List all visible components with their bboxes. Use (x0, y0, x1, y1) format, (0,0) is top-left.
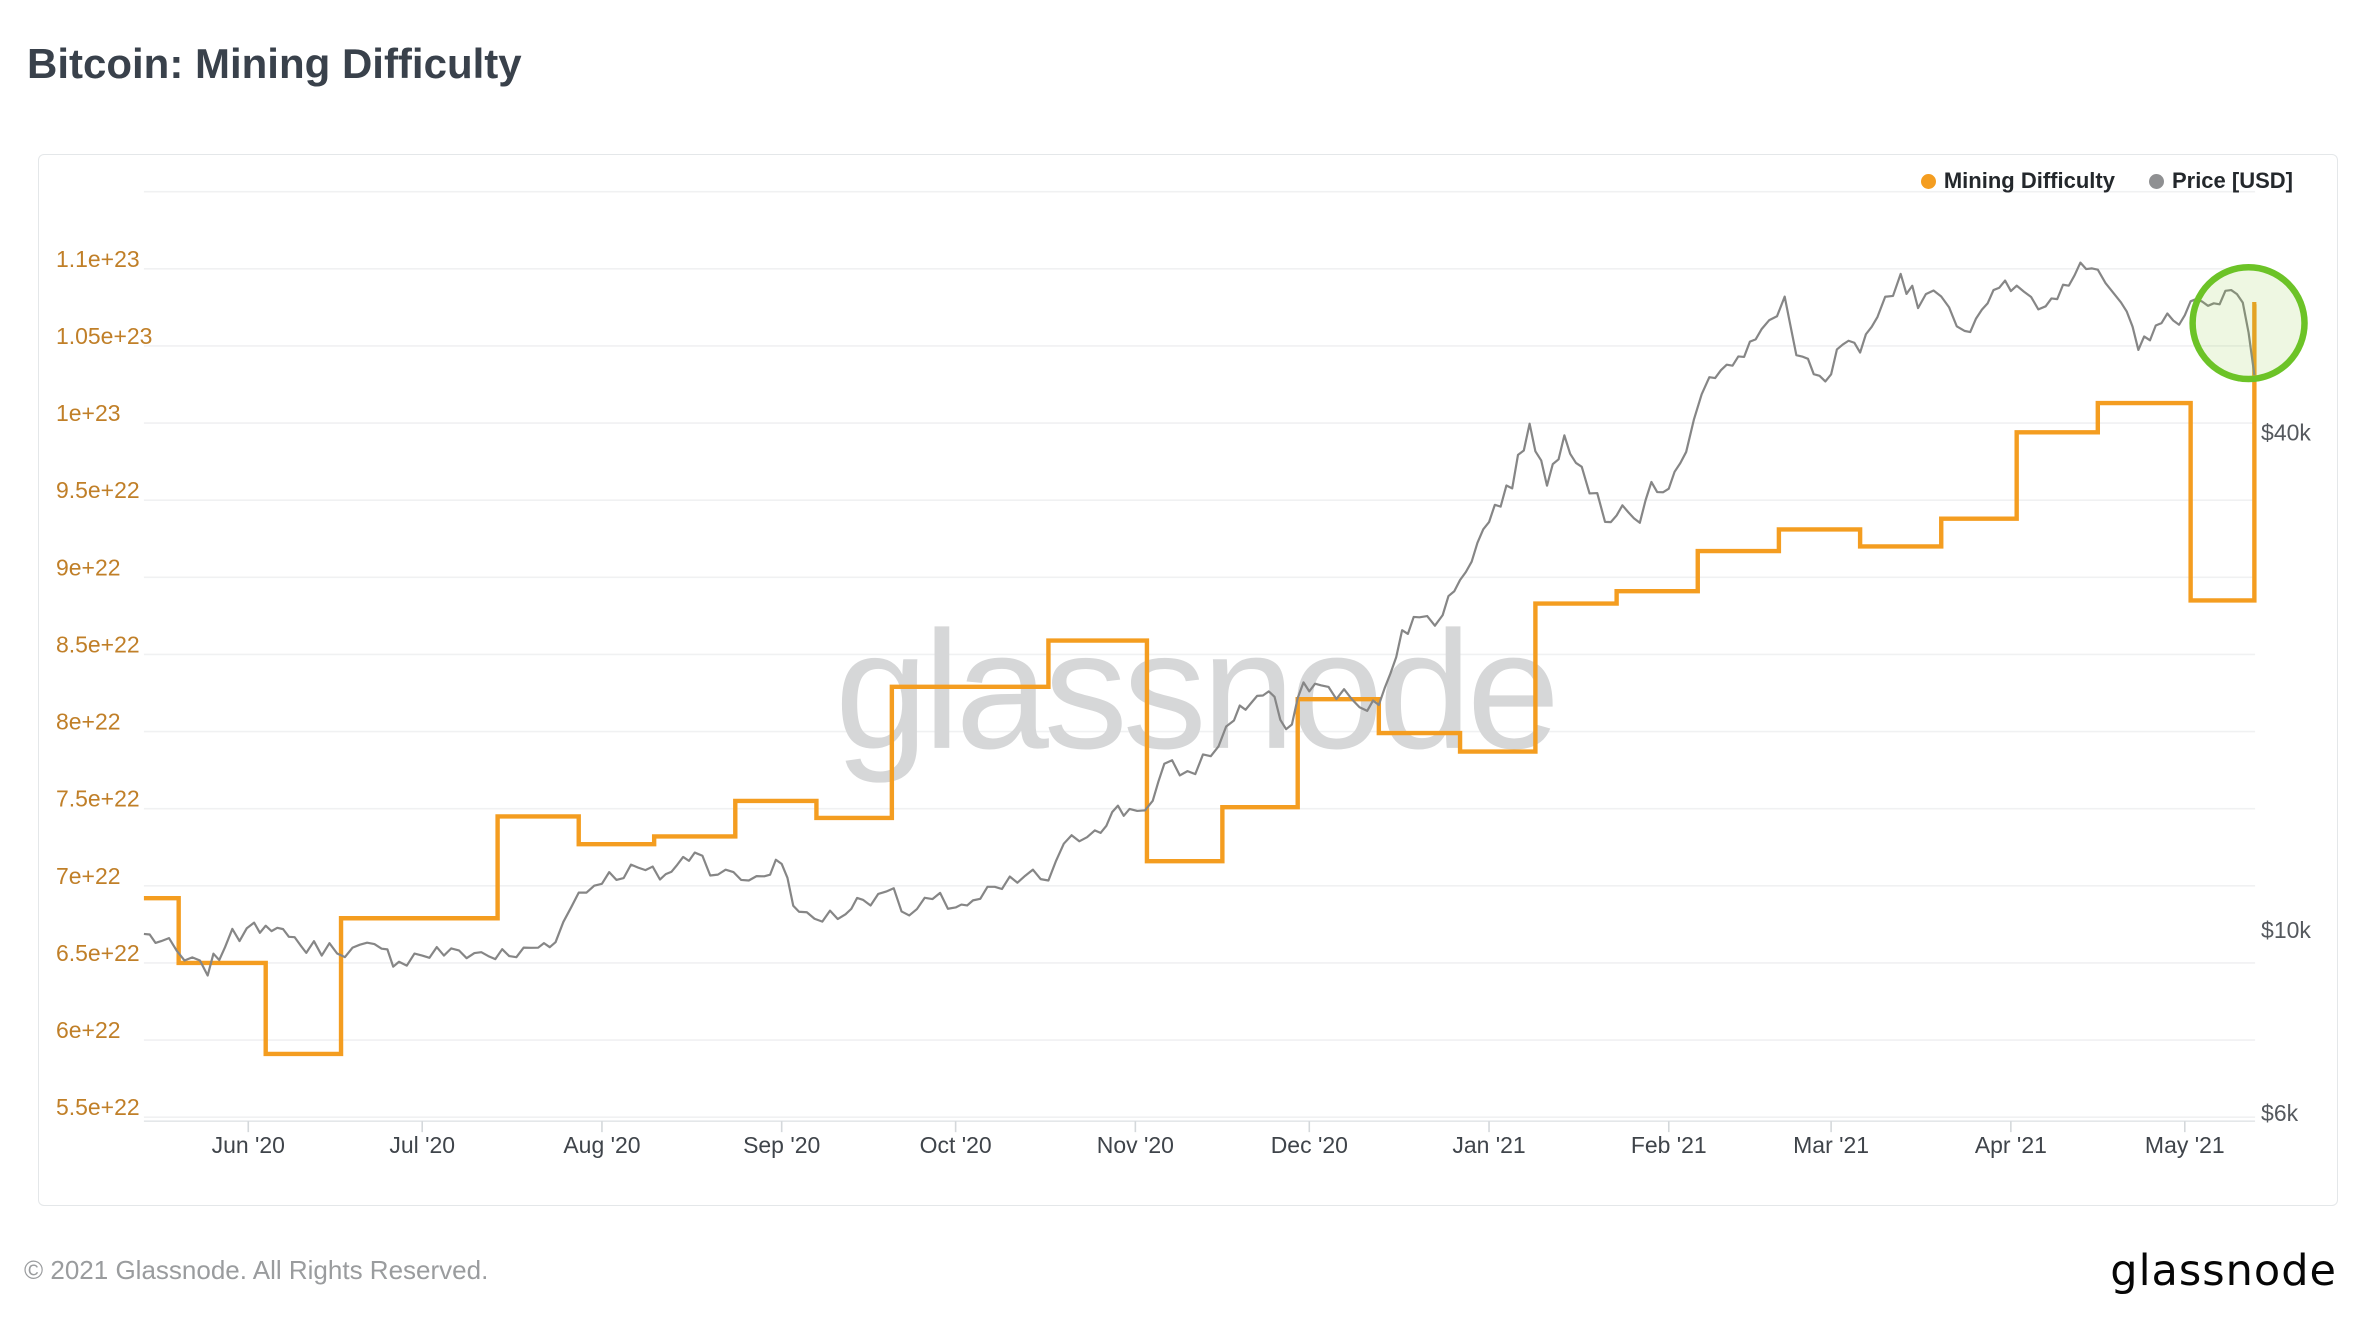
chart-canvas[interactable]: glassnode 5.5e+22 6e+22 6.5e+22 7e+22 7.5e+22… (39, 155, 2337, 1205)
svg-text:8.5e+22: 8.5e+22 (56, 631, 140, 657)
gridlines (143, 190, 2256, 1118)
x-axis (143, 1120, 2256, 1133)
svg-text:7.5e+22: 7.5e+22 (56, 786, 140, 812)
svg-text:Feb '21: Feb '21 (1631, 1132, 1707, 1158)
svg-text:1.1e+23: 1.1e+23 (56, 246, 140, 272)
svg-text:Jan '21: Jan '21 (1452, 1132, 1525, 1158)
svg-text:Nov '20: Nov '20 (1097, 1132, 1174, 1158)
copyright-text: © 2021 Glassnode. All Rights Reserved. (24, 1255, 489, 1285)
svg-text:Oct '20: Oct '20 (920, 1132, 992, 1158)
svg-text:$10k: $10k (2261, 917, 2311, 943)
svg-text:9.5e+22: 9.5e+22 (56, 477, 140, 503)
svg-text:Jun '20: Jun '20 (212, 1132, 285, 1158)
y-axis-right-labels: $40k $10k $6k (2261, 419, 2311, 1126)
svg-text:8e+22: 8e+22 (56, 709, 121, 735)
legend-item-mining-difficulty[interactable]: Mining Difficulty (1920, 168, 2115, 194)
svg-text:7e+22: 7e+22 (56, 863, 121, 889)
svg-text:1.05e+23: 1.05e+23 (56, 323, 152, 349)
glassnode-logo: glassnode (2110, 1246, 2337, 1296)
legend-marker-price-usd-icon (2148, 173, 2164, 189)
watermark: glassnode (835, 596, 1555, 784)
svg-text:1e+23: 1e+23 (56, 400, 121, 426)
svg-text:9e+22: 9e+22 (56, 554, 121, 580)
svg-text:$40k: $40k (2261, 419, 2311, 445)
highlight-circle-annotation (2189, 264, 2308, 383)
svg-text:Dec '20: Dec '20 (1271, 1132, 1348, 1158)
legend-marker-mining-difficulty-icon (1920, 173, 1936, 189)
svg-text:5.5e+22: 5.5e+22 (56, 1094, 140, 1120)
svg-text:6.5e+22: 6.5e+22 (56, 940, 140, 966)
x-axis-labels: Jun '20 Jul '20 Aug '20 Sep '20 Oct '20 Nov '… (212, 1132, 2225, 1158)
svg-text:$6k: $6k (2261, 1100, 2299, 1126)
chart-panel: Mining Difficulty Price [USD] glassnode 5… (38, 154, 2338, 1206)
svg-text:6e+22: 6e+22 (56, 1017, 121, 1043)
price-usd-series (143, 261, 2256, 977)
y-axis-left-labels: 5.5e+22 6e+22 6.5e+22 7e+22 7.5e+22 8e+22 8.5e… (56, 246, 152, 1120)
svg-text:Mar '21: Mar '21 (1793, 1132, 1869, 1158)
svg-text:Jul '20: Jul '20 (389, 1132, 455, 1158)
svg-text:May '21: May '21 (2145, 1132, 2225, 1158)
svg-text:Aug '20: Aug '20 (563, 1132, 640, 1158)
mining-difficulty-series (143, 302, 2257, 1057)
legend-label-mining-difficulty: Mining Difficulty (1943, 168, 2115, 193)
page-title: Bitcoin: Mining Difficulty (27, 40, 522, 87)
legend-item-price-usd[interactable]: Price [USD] (2148, 168, 2293, 194)
svg-text:Apr '21: Apr '21 (1975, 1132, 2047, 1158)
chart-legend: Mining Difficulty Price [USD] (1920, 168, 2293, 194)
svg-text:Sep '20: Sep '20 (743, 1132, 820, 1158)
legend-label-price-usd: Price [USD] (2171, 168, 2293, 193)
